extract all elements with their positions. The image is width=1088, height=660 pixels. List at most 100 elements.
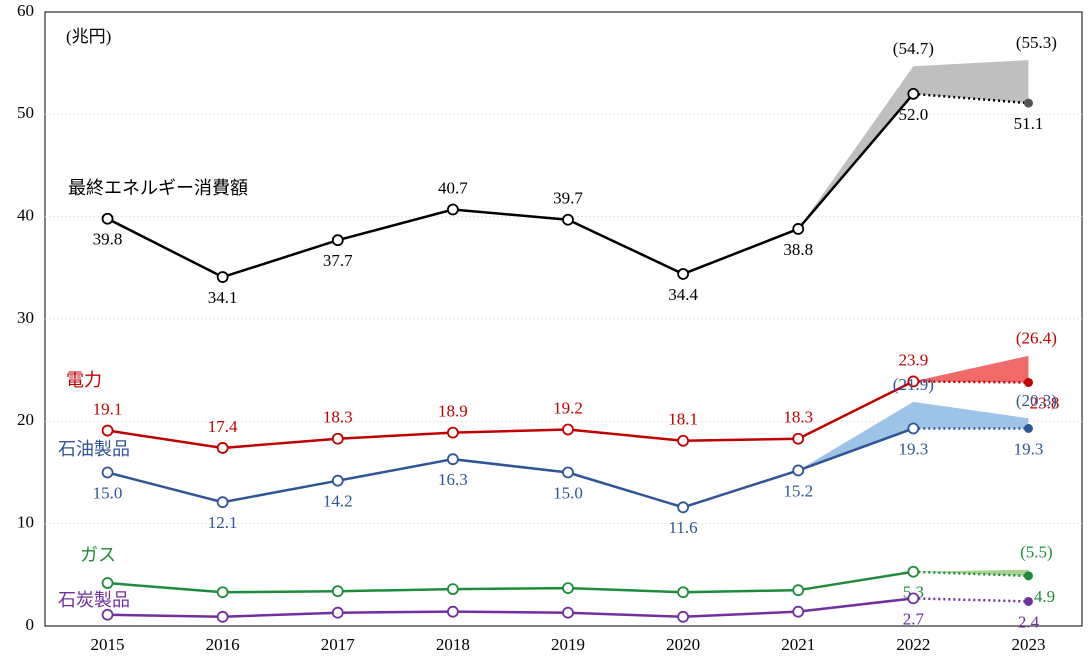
series-line [106, 93, 915, 279]
value-label: 18.3 [783, 408, 813, 427]
y-tick-label: 50 [17, 103, 34, 122]
series-line-dotted [913, 570, 1029, 578]
x-tick-label: 2018 [436, 635, 470, 654]
point [562, 582, 574, 595]
point [101, 424, 114, 437]
value-label: 40.7 [438, 178, 468, 197]
point [677, 434, 690, 447]
series-name: 最終エネルギー消費額 [68, 178, 248, 198]
range-label: (54.7) [893, 39, 934, 58]
value-label: 18.3 [323, 408, 353, 427]
point [677, 501, 690, 514]
point [216, 442, 229, 454]
value-label: 15.0 [93, 483, 123, 502]
value-label: 2.4 [1018, 612, 1040, 631]
value-label: 19.3 [1014, 439, 1044, 458]
point [907, 87, 920, 100]
point [677, 268, 690, 280]
range-label: (20.3) [1016, 391, 1057, 410]
series-line [107, 380, 914, 450]
value-label: 39.8 [93, 230, 123, 249]
value-label: 23.9 [898, 350, 928, 369]
y-tick-label: 60 [17, 1, 34, 20]
x-tick-label: 2019 [551, 635, 585, 654]
point [101, 212, 114, 225]
point [216, 586, 229, 599]
point [216, 610, 229, 623]
series-name: ガス [80, 545, 116, 565]
point [331, 474, 344, 487]
value-label: 37.7 [323, 251, 353, 270]
series-name: 電力 [66, 370, 102, 390]
x-tick-label: 2022 [896, 635, 930, 654]
series-line [107, 597, 914, 619]
y-tick-label: 30 [17, 308, 34, 327]
point [907, 592, 920, 605]
series-line [107, 427, 914, 509]
value-label: 14.2 [323, 492, 353, 511]
series-name: 石炭製品 [58, 590, 130, 610]
value-label: 39.7 [553, 189, 583, 208]
point [562, 606, 574, 619]
point [446, 583, 459, 596]
series-line [107, 570, 914, 594]
value-label: 15.0 [553, 483, 583, 502]
point [1023, 98, 1033, 108]
point [1023, 423, 1033, 433]
point [101, 577, 114, 589]
range-band [913, 355, 1029, 383]
value-label: 12.1 [208, 513, 238, 532]
point [792, 584, 805, 597]
point [1023, 571, 1033, 581]
range-band [798, 60, 1029, 229]
point [331, 432, 344, 445]
unit-label: (兆円) [66, 27, 111, 46]
y-tick-label: 20 [17, 410, 34, 429]
point [1023, 377, 1033, 387]
point [216, 496, 229, 509]
value-label: 19.2 [553, 398, 583, 417]
point [907, 422, 920, 435]
y-tick-label: 10 [17, 513, 34, 532]
value-label: 38.8 [783, 240, 813, 259]
series-line-dotted [913, 380, 1029, 384]
point [562, 213, 574, 226]
value-label: 11.6 [669, 518, 698, 537]
range-label: (55.3) [1016, 33, 1057, 52]
value-label: 51.1 [1014, 114, 1044, 133]
value-label: 17.4 [208, 417, 238, 436]
point [792, 223, 805, 235]
point [907, 565, 920, 578]
point [562, 423, 574, 436]
x-tick-label: 2020 [666, 635, 700, 654]
series-line-dotted [913, 597, 1029, 603]
point [677, 610, 690, 623]
value-label: 18.9 [438, 401, 468, 420]
point [331, 234, 344, 247]
value-label: 34.4 [668, 285, 698, 304]
x-tick-label: 2021 [781, 635, 815, 654]
value-label: 18.1 [668, 410, 698, 429]
value-label: 15.2 [783, 481, 813, 500]
point [101, 466, 114, 479]
value-label: 52.0 [898, 105, 928, 124]
point [1023, 596, 1033, 606]
point [792, 432, 805, 445]
point [216, 271, 229, 283]
value-label: 4.9 [1034, 587, 1055, 606]
range-label: (21.9) [893, 375, 934, 394]
point [446, 203, 459, 216]
point [331, 606, 344, 619]
x-tick-label: 2016 [206, 635, 240, 654]
range-band [798, 401, 1029, 471]
value-label: 16.3 [438, 470, 468, 489]
point [331, 585, 344, 598]
point [446, 605, 459, 618]
value-label: 23.8 [1030, 393, 1060, 412]
value-label: 34.1 [208, 288, 238, 307]
range-label: (26.4) [1016, 329, 1057, 348]
range-label: (5.5) [1020, 543, 1053, 562]
x-tick-label: 2015 [91, 635, 125, 654]
y-tick-label: 40 [17, 206, 34, 225]
